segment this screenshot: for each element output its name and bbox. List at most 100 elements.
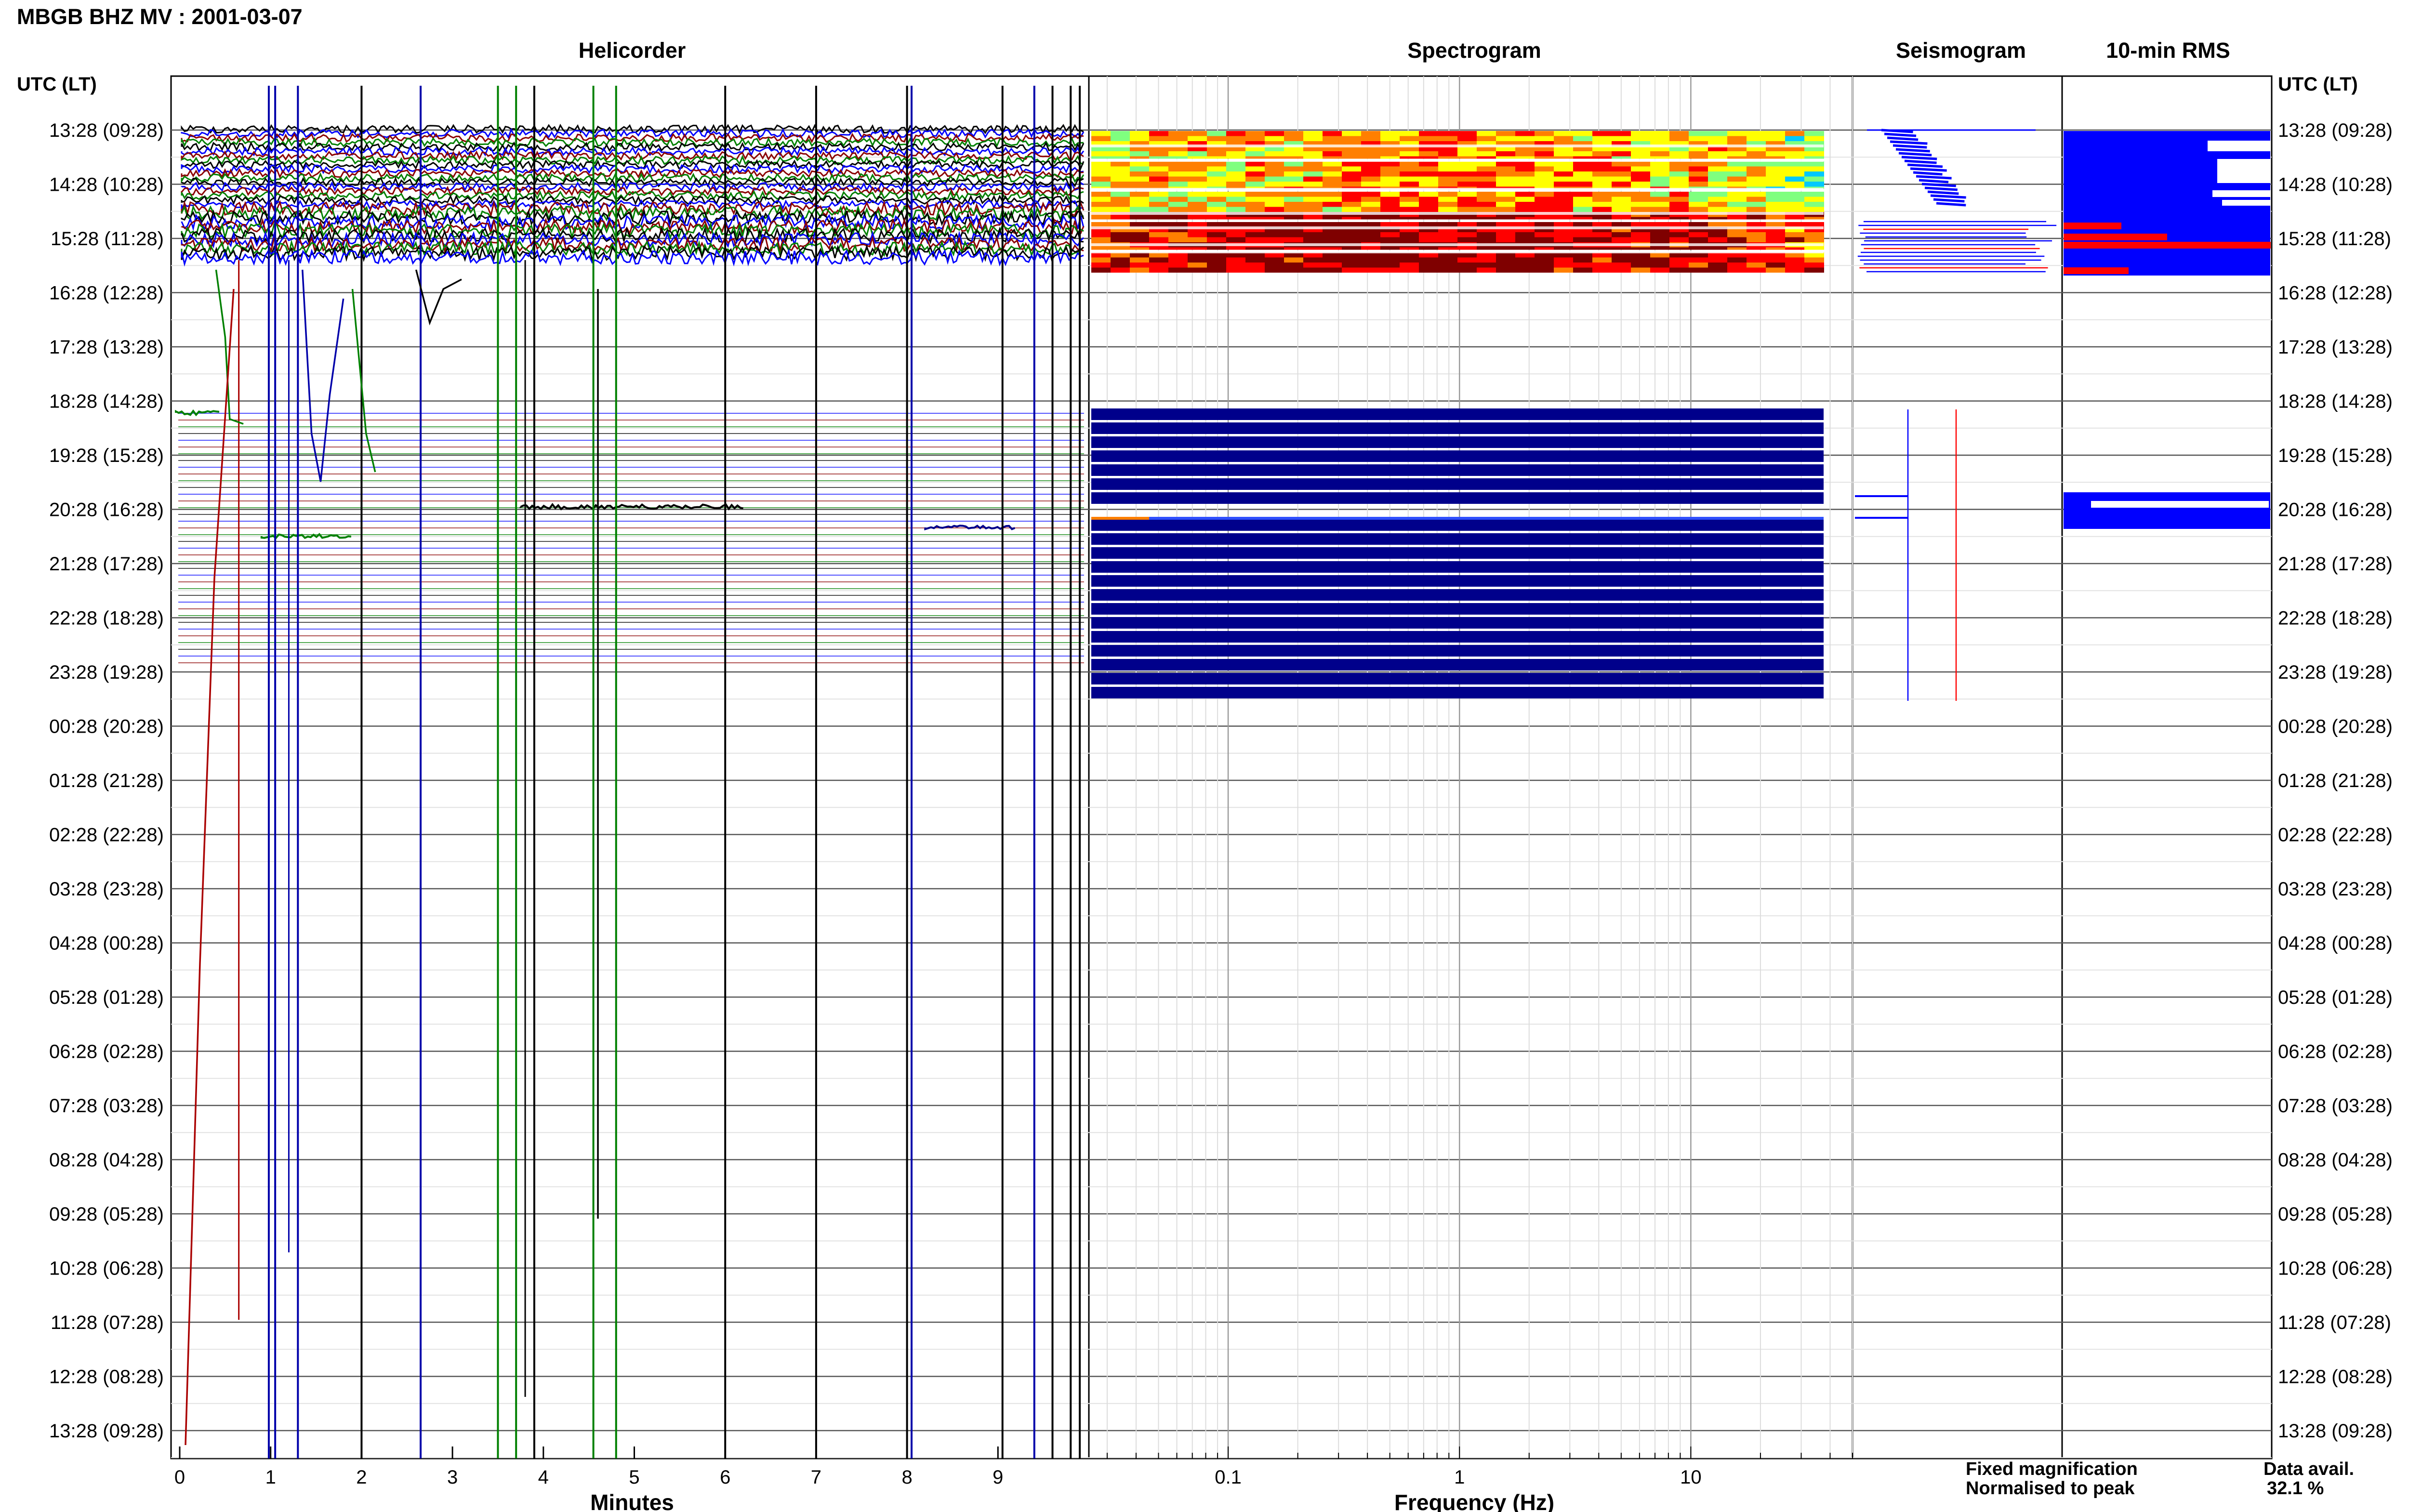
spectrogram-cell [1438,217,1458,220]
spectrogram-cell [1361,222,1381,227]
spectrogram-cell [1650,227,1670,232]
spectrogram-cell [1342,267,1362,273]
helicorder-trace [181,145,1085,157]
spectrogram-cell [1612,227,1631,232]
spectrogram-cell [1496,263,1516,268]
spectrogram-cell [1207,252,1227,258]
spectrogram-cell [1766,222,1786,227]
spectrogram-cell [1669,217,1689,220]
spectrogram-cell [1457,156,1477,159]
spectrogram-cell [1573,227,1593,232]
spectrogram-cell [1419,227,1439,232]
spectrogram-cell [1323,131,1342,136]
spectrogram-cell [1650,232,1670,237]
rms-gap [2217,159,2270,183]
spectrogram-cell [1669,207,1689,212]
spectrogram-cell [1515,146,1535,151]
spectrogram-cell [1708,161,1728,167]
seismogram-trace [1887,136,1919,141]
spectrogram-cell [1785,222,1805,227]
spectrogram-cell [1592,146,1612,151]
spectrogram-cell [1457,161,1477,167]
spectrogram-cell [1477,232,1496,237]
spectrogram-cell [1091,182,1111,187]
spectrogram-cell [1708,227,1728,232]
minute-tick-label: 9 [993,1467,1003,1488]
spectrogram-cell [1457,247,1477,250]
spectrogram-cell [1477,207,1496,212]
spectrogram-cell [1361,136,1381,141]
spectrogram-cell [1708,217,1728,220]
helicorder-trace [181,137,1084,148]
spectrogram-cell [1323,136,1342,141]
spectrogram-cell [1747,202,1766,207]
spectrogram-cell [1689,146,1708,151]
spectrogram-cell [1149,252,1169,258]
spectrogram-cell [1168,267,1188,273]
spectrogram-cell [1188,192,1207,197]
spectrogram-cell [1438,136,1458,141]
spectrogram-cell [1091,232,1111,237]
spectrogram-cell [1515,166,1535,171]
spectrogram-cell [1284,217,1304,220]
spectrogram-cell [1631,263,1651,268]
spectrogram-cell [1226,217,1246,220]
spectrogram-cell [1515,207,1535,212]
spectrogram-cell [1188,141,1207,146]
spectrogram-cell [1515,197,1535,202]
spectrogram-cell [1438,207,1458,212]
spectrogram-cell [1380,222,1400,227]
spectrogram-cell [1323,182,1342,187]
spectrogram-cell [1400,182,1419,187]
spectrogram-cell [1592,166,1612,171]
spectrogram-cell [1438,141,1458,146]
spectrogram-cell [1785,192,1805,197]
spectrogram-cell [1245,156,1265,159]
spectrogram-cell [1438,257,1458,263]
spectrogram-cell [1689,247,1708,250]
spectrogram-cell [1207,202,1227,207]
spectrogram-cell [1284,136,1304,141]
spectrogram-cell [1149,131,1169,136]
spectrogram-cell [1477,141,1496,146]
spectrogram-cell [1554,197,1574,202]
spectrogram-cell [1650,247,1670,250]
spectrogram-cell [1207,151,1227,157]
spectrogram-cell [1650,156,1670,159]
spectrogram-cell [1207,197,1227,202]
spectrogram-cell [1457,232,1477,237]
spectrogram-cell [1130,227,1150,232]
spectrogram-cell [1727,146,1747,151]
spectrogram-cell [1091,207,1111,212]
spectrogram-cell [1284,156,1304,159]
spectrogram-cell [1669,141,1689,146]
time-label-right: 17:28 (13:28) [2278,337,2393,358]
spectrogram-cell [1669,237,1689,242]
spectrogram-cell [1612,176,1631,182]
spectrogram-cell [1631,166,1651,171]
spectrogram-cell [1631,182,1651,187]
spectrogram-cell [1303,161,1323,167]
spectrogram-cell [1457,222,1477,227]
spectrogram-cell [1438,182,1458,187]
spectrogram-cell [1612,252,1631,258]
time-label-left: 17:28 (13:28) [49,337,164,358]
helicorder-trace [181,190,1084,201]
spectrogram-cell [1766,247,1786,250]
spectrogram-cell [1226,257,1246,263]
spectrogram-cell [1708,131,1728,136]
spectrogram-cell [1785,217,1805,220]
spectrogram-cell [1669,252,1689,258]
spectrogram-cell [1689,192,1708,197]
spectrogram-cell [1400,171,1419,177]
spectrogram-cell [1149,166,1169,171]
spectrogram-cell [1245,176,1265,182]
spectrogram-cell [1766,263,1786,268]
spectrogram-cell [1535,166,1554,171]
spectrogram-cell [1631,197,1651,202]
time-label-right: 02:28 (22:28) [2278,825,2393,846]
spectrogram-cell [1689,136,1708,141]
spectrogram-cell [1168,252,1188,258]
spectrogram-cell [1361,156,1381,159]
time-label-right: 18:28 (14:28) [2278,391,2393,412]
